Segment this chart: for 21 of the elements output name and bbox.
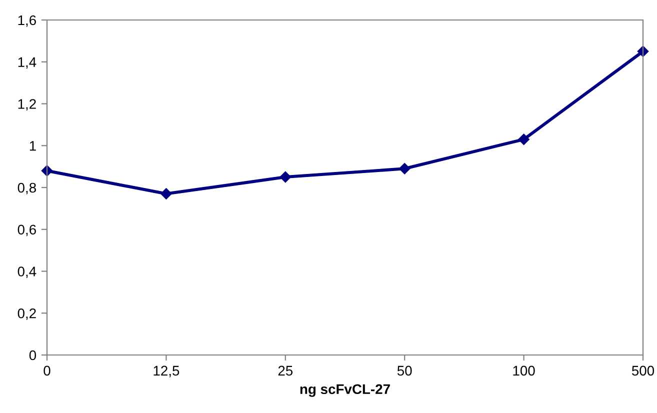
- x-tick-label: 100: [513, 366, 535, 376]
- y-tick-label: 1: [30, 141, 36, 151]
- y-tick-label: 0: [29, 350, 36, 360]
- y-tick-label: 0,2: [18, 308, 36, 320]
- point: [398, 163, 410, 174]
- y-tick-label: 1,4: [18, 57, 36, 69]
- y-tick-label: 1,6: [18, 15, 36, 27]
- x-tick-label: 0: [44, 366, 50, 376]
- x-axis-title: ng scFvCL-27: [300, 384, 390, 397]
- y-tick-label: 0,6: [18, 224, 36, 236]
- y-tick-label: 0,8: [18, 182, 36, 194]
- x-tick-label: 25: [278, 366, 293, 376]
- point: [160, 188, 172, 200]
- point: [41, 165, 53, 176]
- x-tick-label: 12,5: [154, 366, 180, 378]
- x-tick-label: 50: [397, 366, 412, 376]
- y-tick-label: 0,4: [18, 266, 36, 278]
- point: [280, 171, 292, 183]
- x-tick-label: 500: [632, 366, 654, 376]
- y-tick-label: 1,2: [18, 99, 36, 111]
- point: [518, 134, 530, 145]
